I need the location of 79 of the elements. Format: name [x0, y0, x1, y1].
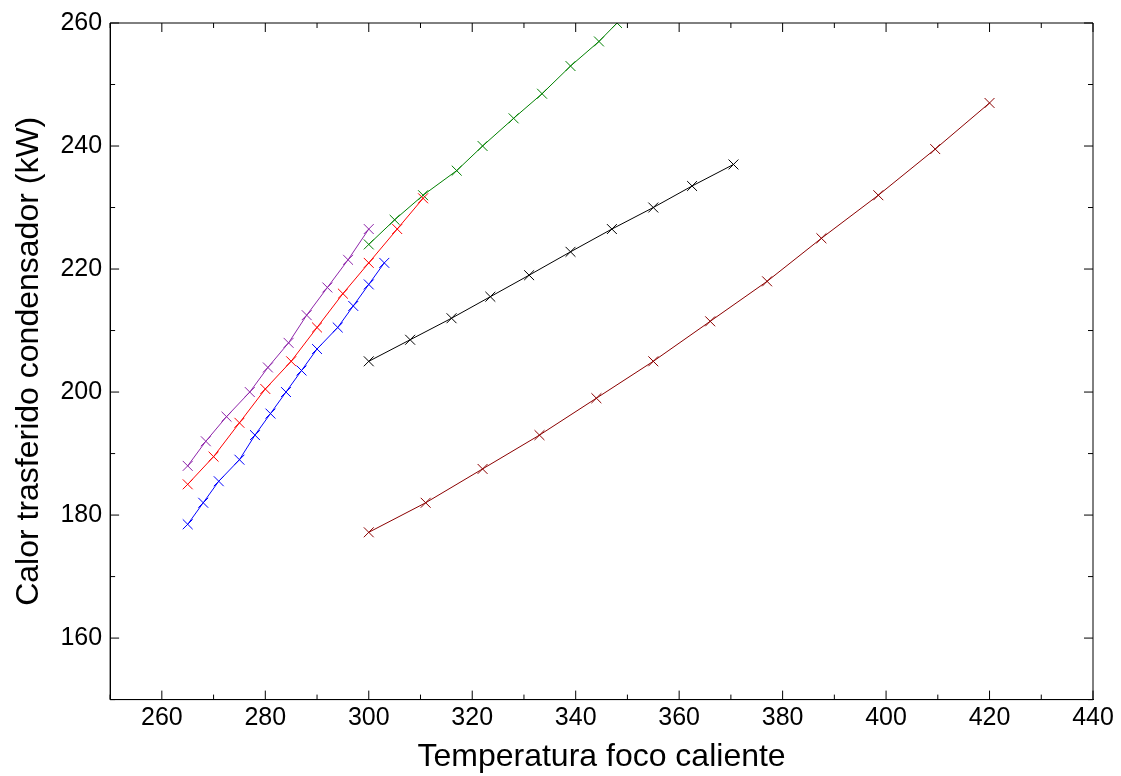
point [280, 386, 292, 398]
point [182, 518, 194, 530]
point [285, 355, 297, 367]
x-tick-label: 360 [658, 702, 701, 731]
point [704, 315, 716, 327]
point [301, 309, 313, 321]
x-tick-label: 400 [865, 702, 907, 731]
point [477, 140, 489, 152]
point [404, 334, 416, 346]
point [259, 383, 271, 395]
point [590, 392, 602, 404]
point [233, 417, 245, 429]
point [221, 411, 232, 423]
point [536, 88, 548, 100]
point [391, 223, 403, 235]
point [197, 497, 209, 509]
point [249, 429, 261, 441]
point [647, 202, 659, 213]
point [761, 275, 773, 287]
point [728, 159, 739, 170]
point [337, 288, 349, 300]
point [363, 257, 375, 269]
point [508, 112, 520, 124]
point [929, 143, 941, 155]
point [342, 254, 354, 266]
point [262, 362, 274, 373]
y-tick-label: 260 [60, 6, 103, 35]
point [311, 343, 323, 355]
x-tick-label: 420 [968, 702, 1011, 731]
point [451, 165, 463, 177]
point [872, 189, 884, 201]
x-tick-label: 340 [554, 702, 597, 731]
point [565, 246, 576, 258]
y-tick-label: 160 [60, 621, 103, 650]
point [233, 454, 245, 466]
point [565, 60, 576, 72]
point [208, 451, 220, 463]
x-axis-title: Temperatura foco caliente [417, 736, 786, 773]
x-tick-label: 260 [140, 702, 183, 731]
point [311, 322, 323, 333]
point [321, 282, 333, 293]
point [283, 337, 295, 349]
point [446, 312, 457, 324]
point [477, 463, 489, 475]
point [363, 526, 375, 538]
point [347, 300, 359, 312]
y-axis-title: Calor trasferido condensador (kW) [9, 116, 46, 606]
point [332, 322, 344, 333]
point [213, 475, 225, 487]
point [420, 497, 432, 509]
y-tick-label: 200 [60, 375, 103, 404]
x-tick-label: 320 [451, 702, 494, 731]
point [534, 429, 545, 441]
point [815, 232, 827, 244]
point [686, 180, 698, 192]
point [200, 435, 212, 447]
point [523, 269, 535, 281]
point [647, 355, 659, 367]
x-tick-label: 280 [244, 702, 287, 731]
point [984, 97, 995, 109]
point [484, 291, 496, 303]
point [606, 223, 618, 235]
point [363, 355, 375, 367]
point [363, 223, 375, 235]
point [265, 408, 276, 420]
x-tick-label: 300 [347, 702, 390, 731]
y-tick-label: 220 [60, 252, 103, 281]
point [182, 460, 194, 472]
point [363, 238, 375, 250]
point [389, 214, 401, 226]
point [182, 478, 194, 490]
point [593, 36, 605, 47]
y-tick-label: 180 [60, 498, 103, 527]
point [244, 386, 256, 398]
point [378, 257, 390, 269]
x-tick-label: 440 [1072, 702, 1114, 731]
point [363, 278, 375, 290]
y-tick-label: 240 [60, 129, 103, 158]
x-tick-label: 380 [761, 702, 804, 731]
